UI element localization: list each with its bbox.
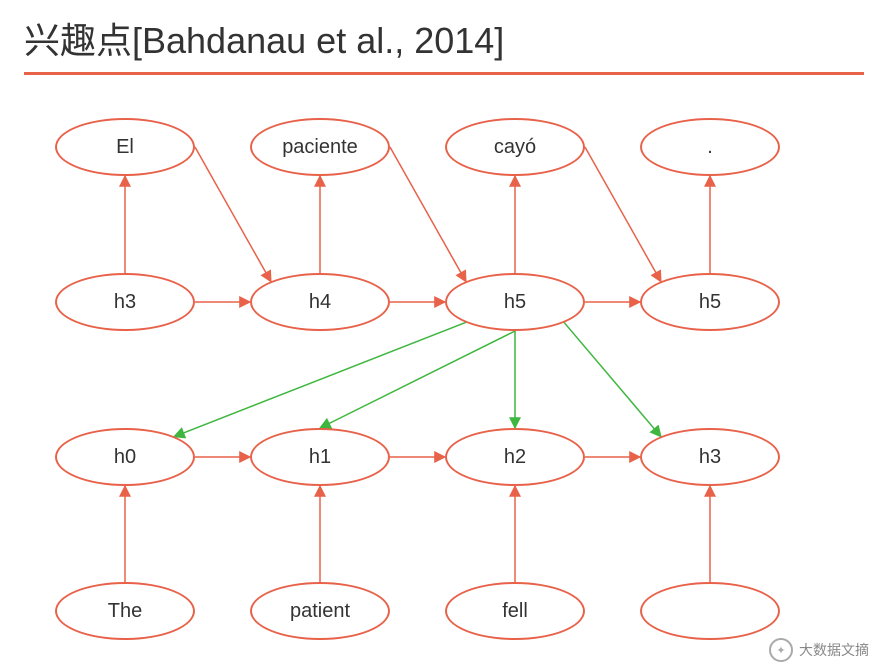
node-r1c0: h3	[55, 273, 195, 331]
edge	[174, 322, 466, 436]
node-r2c2: h2	[445, 428, 585, 486]
node-r3c3	[640, 582, 780, 640]
edge	[390, 147, 466, 282]
node-r2c1: h1	[250, 428, 390, 486]
node-r1c2: h5	[445, 273, 585, 331]
watermark-text: 大数据文摘	[799, 640, 869, 660]
node-r1c1: h4	[250, 273, 390, 331]
node-r0c3: .	[640, 118, 780, 176]
node-r0c0: El	[55, 118, 195, 176]
wechat-icon: ✦	[769, 638, 793, 662]
node-r2c0: h0	[55, 428, 195, 486]
node-r3c2: fell	[445, 582, 585, 640]
edge	[585, 147, 661, 282]
node-r3c1: patient	[250, 582, 390, 640]
edges-layer	[0, 0, 884, 670]
watermark: ✦ 大数据文摘	[769, 638, 869, 662]
edge	[564, 322, 661, 436]
node-r2c3: h3	[640, 428, 780, 486]
edge	[320, 331, 515, 428]
edge	[195, 147, 271, 282]
node-r1c3: h5	[640, 273, 780, 331]
node-r3c0: The	[55, 582, 195, 640]
node-r0c1: paciente	[250, 118, 390, 176]
node-r0c2: cayó	[445, 118, 585, 176]
